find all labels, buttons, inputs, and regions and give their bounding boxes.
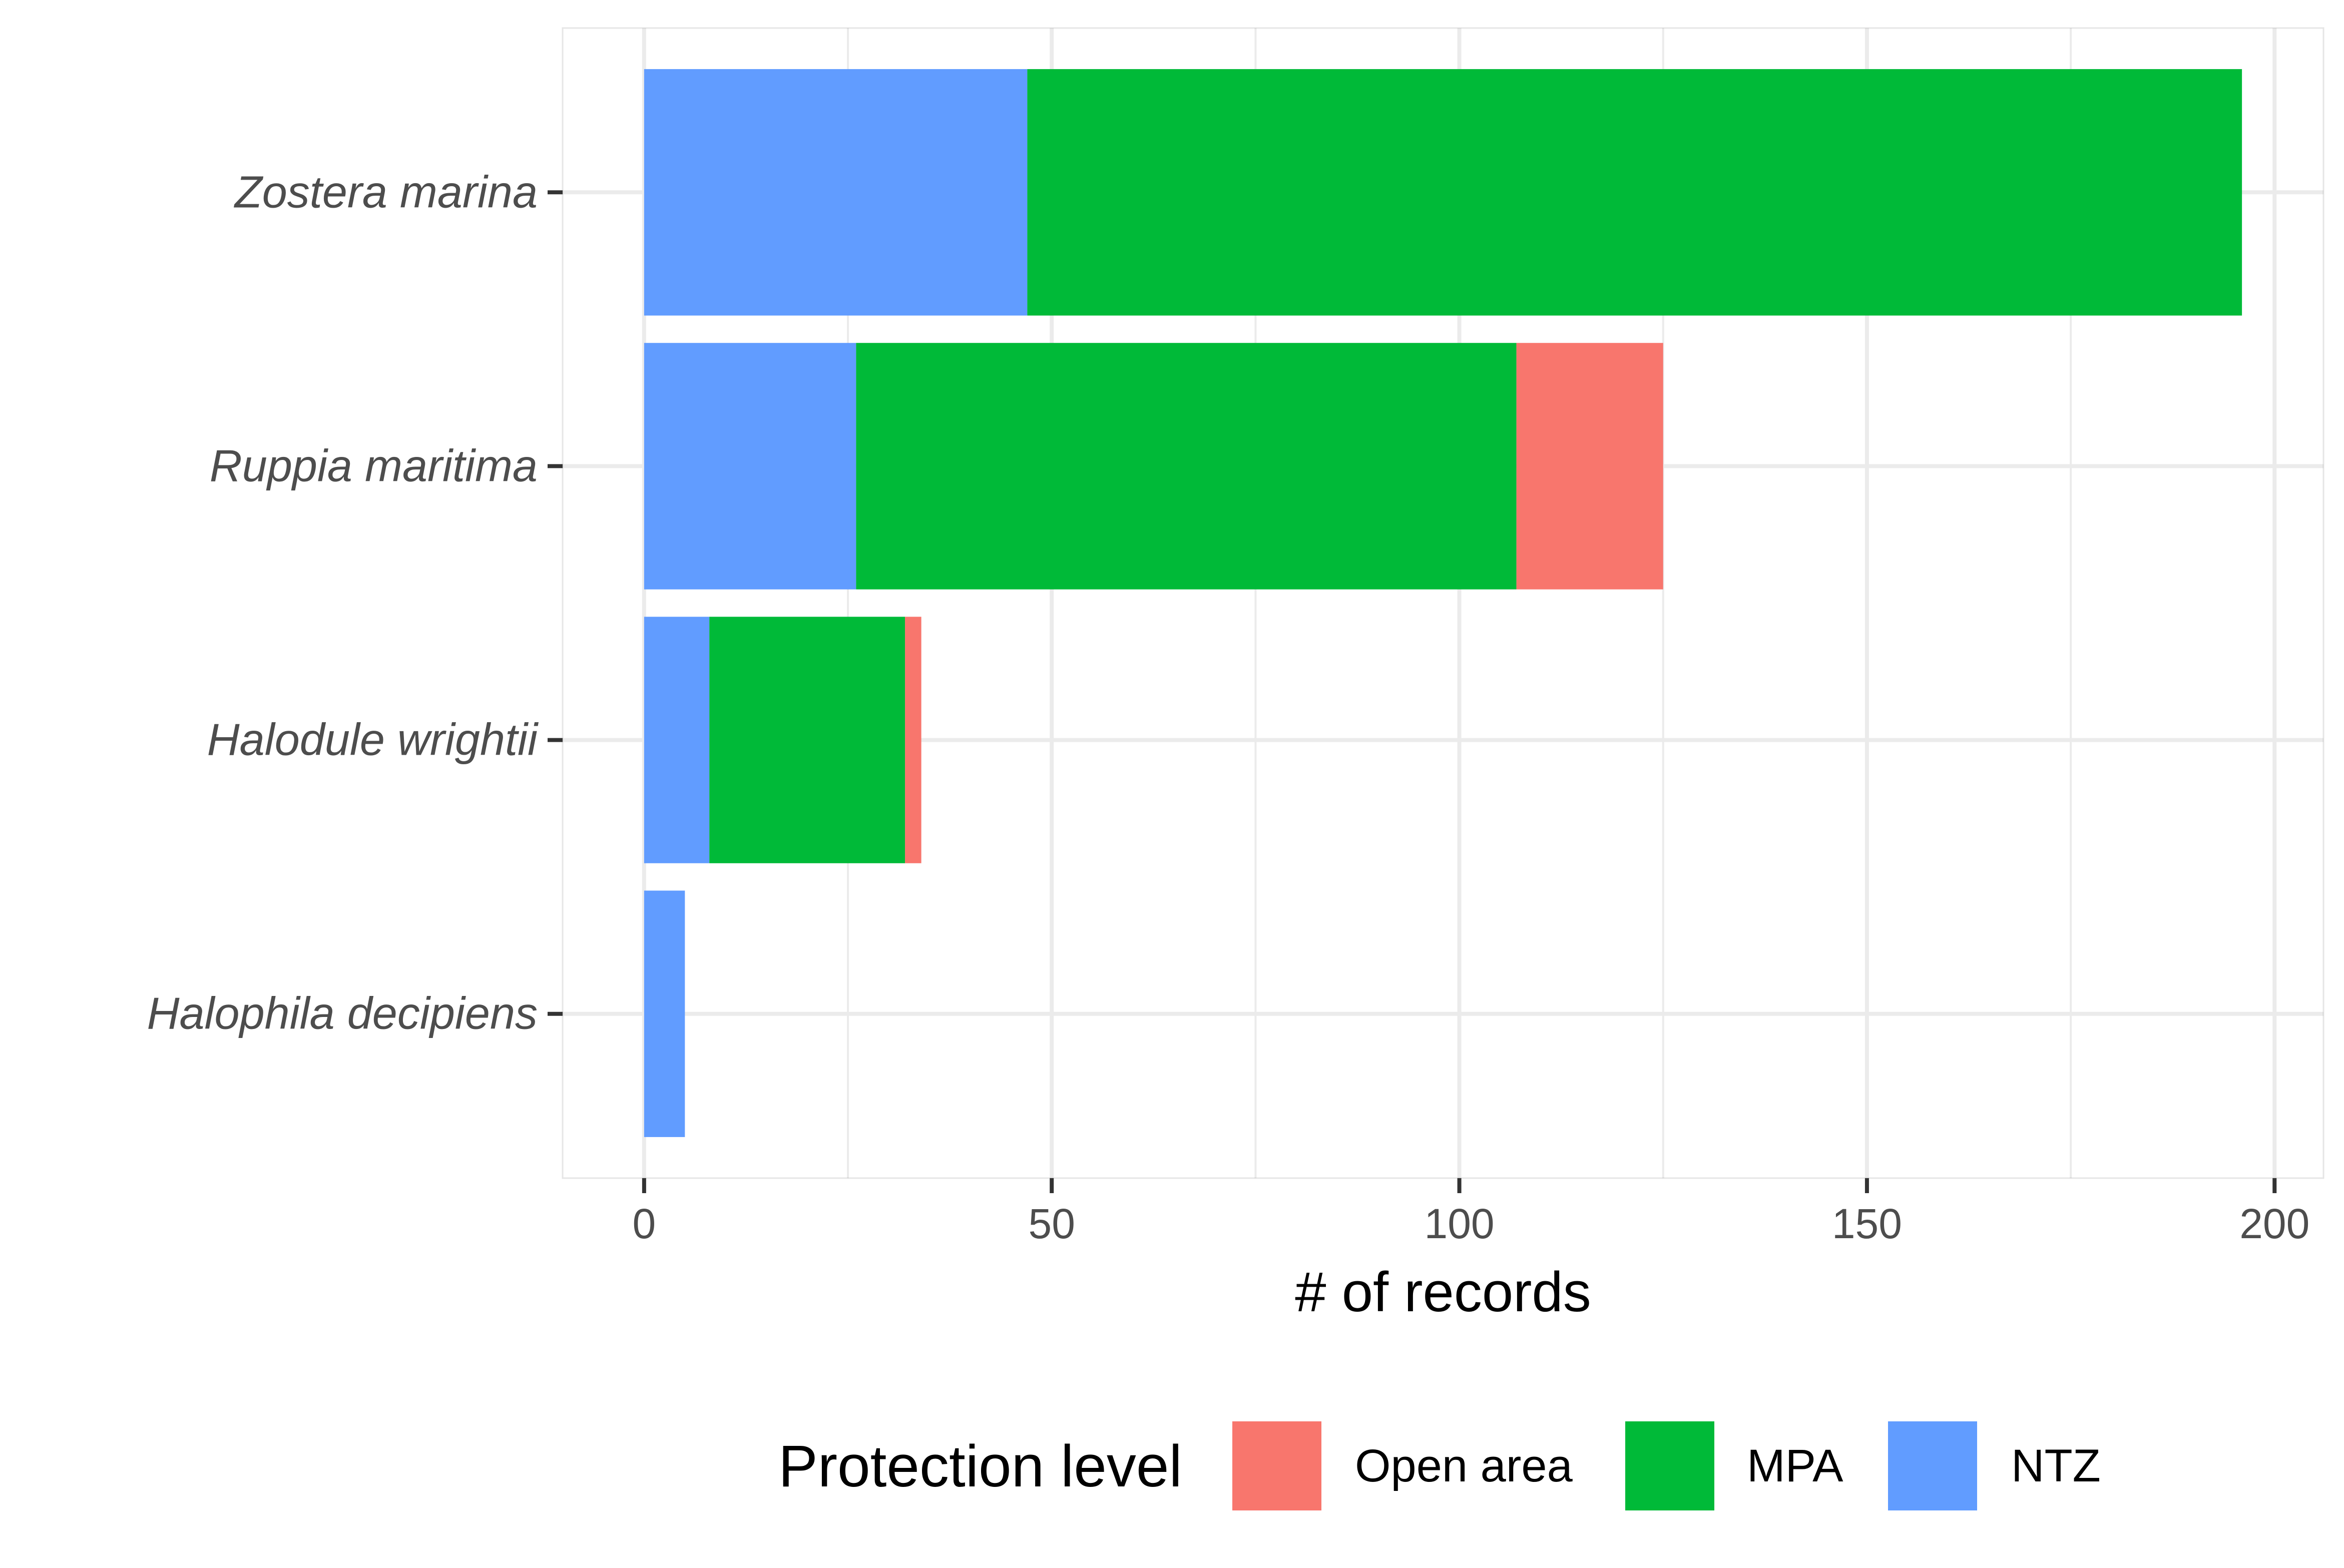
bar-segment	[644, 890, 685, 1137]
x-tick-label: 200	[2239, 1200, 2309, 1247]
plot-panel-border	[562, 27, 2324, 1179]
legend-key	[1888, 1421, 1977, 1510]
x-tick-label: 0	[633, 1200, 656, 1247]
bar-segment	[905, 617, 921, 863]
y-tick-label: Halodule wrightii	[207, 715, 539, 765]
x-tick-label: 100	[1424, 1200, 1494, 1247]
x-axis: 0 50 100 150 200	[633, 1178, 2309, 1247]
x-axis-title: # of records	[1295, 1261, 1591, 1323]
x-tick-label: 150	[1832, 1200, 1902, 1247]
bar-segment	[856, 343, 1517, 590]
bar-segment	[709, 617, 905, 863]
y-tick-label: Ruppia maritima	[210, 441, 538, 491]
legend-key	[1232, 1421, 1321, 1510]
bar-segment	[644, 343, 856, 590]
y-tick-label: Halophila decipiens	[147, 989, 538, 1039]
bar-segment	[644, 69, 1028, 316]
legend-title: Protection level	[778, 1433, 1182, 1499]
legend-label: MPA	[1747, 1440, 1843, 1491]
bars	[644, 69, 2242, 1137]
bar-segment	[644, 617, 710, 863]
legend: Protection level Open area MPA NTZ	[778, 1421, 2101, 1510]
legend-key	[1625, 1421, 1714, 1510]
legend-label: NTZ	[2011, 1440, 2101, 1491]
y-tick-label: Zostera marina	[234, 167, 538, 217]
legend-label: Open area	[1355, 1440, 1573, 1491]
x-tick-label: 50	[1029, 1200, 1075, 1247]
bar-segment	[1516, 343, 1663, 590]
bar-segment	[1027, 69, 2242, 316]
y-axis: Zostera marina Ruppia maritima Halodule wr…	[147, 167, 563, 1039]
